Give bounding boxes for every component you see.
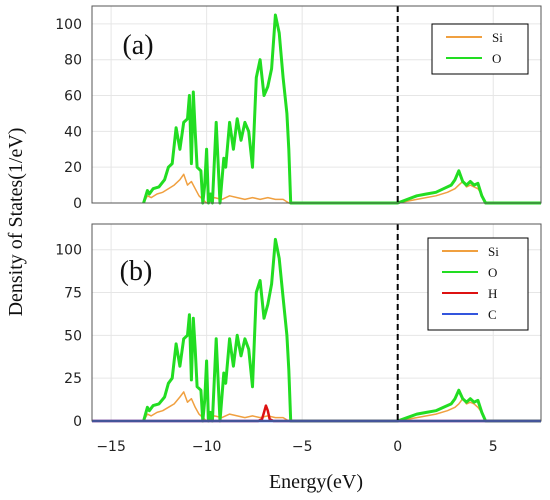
panel-label: (b) bbox=[120, 256, 153, 287]
panel-label: (a) bbox=[122, 30, 153, 61]
legend: Si OHC bbox=[427, 237, 529, 331]
x-tick-label: −15 bbox=[96, 439, 126, 455]
legend-label-o: O bbox=[492, 51, 501, 66]
plot-frame bbox=[91, 5, 542, 204]
y-tick-label: 0 bbox=[73, 196, 82, 212]
y-tick-label: 20 bbox=[64, 160, 82, 176]
y-tick-label: 40 bbox=[64, 124, 82, 140]
y-tick-label: 100 bbox=[55, 17, 82, 33]
y-tick-label: 100 bbox=[55, 243, 82, 259]
x-tick-label: −5 bbox=[292, 439, 313, 455]
y-tick-label: 60 bbox=[64, 89, 82, 105]
legend: Si O bbox=[431, 23, 529, 75]
y-tick-label: 75 bbox=[64, 286, 82, 302]
panel-a: 0 20 40 60 80 100 (a) Si O bbox=[55, 5, 542, 212]
series-line-h bbox=[92, 404, 541, 423]
legend-label-si: Si bbox=[488, 244, 499, 259]
legend-box bbox=[431, 23, 529, 75]
x-tick-label: −10 bbox=[192, 439, 222, 455]
y-tick-label: 25 bbox=[64, 371, 82, 387]
x-tick-label: 5 bbox=[489, 439, 498, 455]
series-line-o bbox=[142, 13, 541, 205]
panel-b: 0 25 50 75 100 −15 −10 −5 0 5 (b) Si OHC bbox=[55, 223, 542, 455]
legend-label-o: O bbox=[488, 265, 497, 280]
y-axis-title: Density of States(1/eV) bbox=[5, 128, 27, 317]
x-axis-title: Energy(eV) bbox=[269, 471, 363, 493]
x-tick-label: 0 bbox=[393, 439, 402, 455]
legend-label-h: H bbox=[488, 286, 497, 301]
y-tick-label: 0 bbox=[73, 414, 82, 430]
legend-label-c: C bbox=[488, 307, 497, 322]
y-tick-label: 80 bbox=[64, 53, 82, 69]
series-line-o bbox=[142, 237, 541, 423]
plot-frame bbox=[91, 223, 542, 422]
legend-label-si: Si bbox=[492, 30, 503, 45]
y-tick-label: 50 bbox=[64, 328, 82, 344]
